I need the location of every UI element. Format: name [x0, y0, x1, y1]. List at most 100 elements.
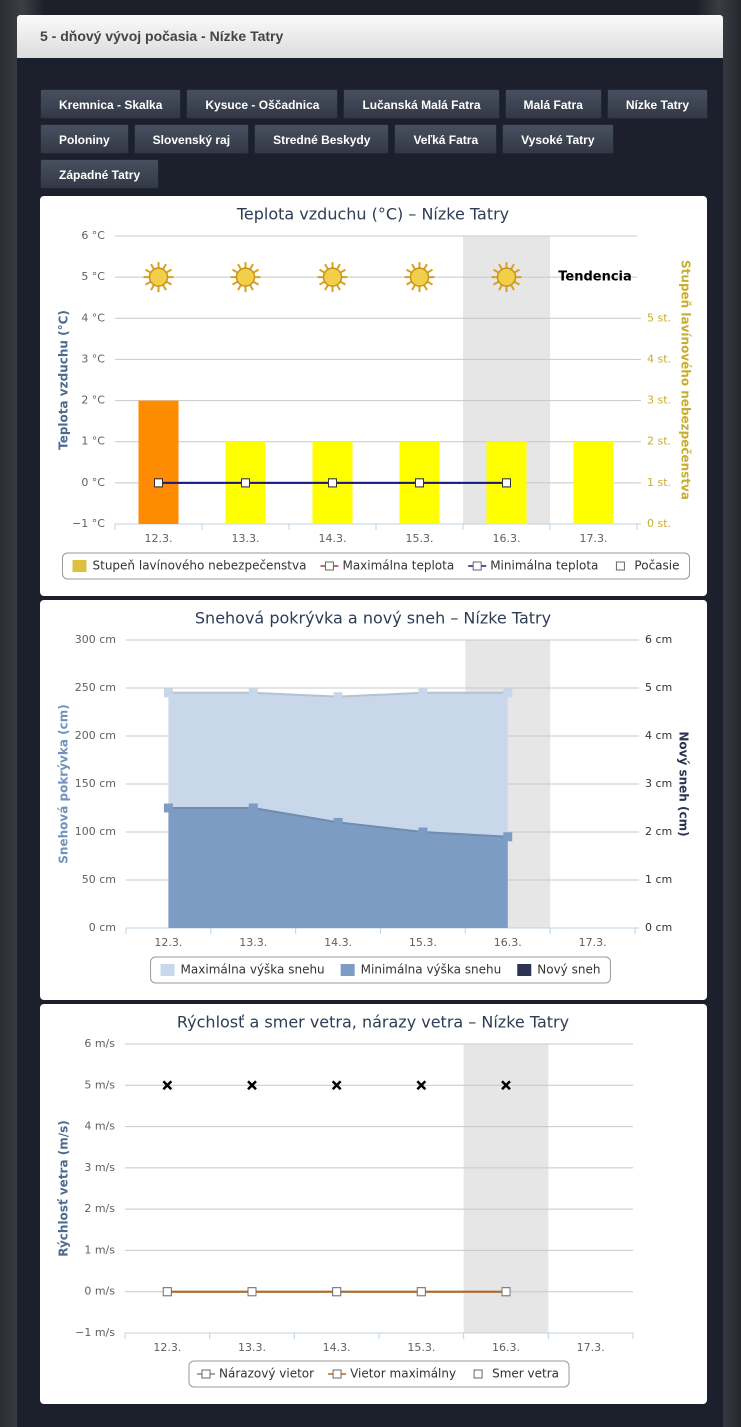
y2-tick-label: 4 cm — [645, 729, 672, 742]
y-tick-label: 1 m/s — [84, 1243, 115, 1256]
legend-symbol — [472, 561, 482, 571]
region-button[interactable]: Malá Fatra — [504, 89, 602, 119]
header-title: 5 - dňový vývoj počasia - Nízke Tatry — [17, 15, 723, 58]
weather-icon — [491, 262, 522, 293]
sun-ray — [324, 284, 329, 291]
x-tick-label: 16.3. — [494, 936, 522, 949]
sun-ray — [145, 268, 152, 274]
x-tick-label: 16.3. — [492, 1341, 520, 1354]
y2-tick-label: 0 st. — [647, 517, 671, 530]
legend-box — [62, 552, 690, 580]
y-tick-label: 0 °C — [81, 476, 105, 489]
region-button[interactable]: Nízke Tatry — [606, 89, 709, 119]
x-tick-label: 17.3. — [577, 1341, 605, 1354]
weather-icon — [317, 262, 348, 293]
sun-ray — [336, 284, 341, 291]
x-tick-label: 17.3. — [579, 936, 607, 949]
region-button[interactable]: Veľká Fatra — [394, 124, 498, 154]
sun-ray — [165, 280, 172, 286]
wind-direction — [247, 1080, 257, 1091]
weather-icon — [404, 262, 435, 293]
chart-panel: Rýchlosť a smer vetra, nárazy vetra – Ní… — [40, 1004, 707, 1404]
sun-ray — [249, 284, 254, 291]
x-tick-label: 14.3. — [319, 532, 347, 545]
legend-label: Smer vetra — [492, 1367, 559, 1381]
marker — [163, 803, 173, 813]
sun-disc — [235, 267, 256, 287]
region-button[interactable]: Západné Tatry — [40, 159, 160, 189]
marker — [503, 688, 513, 698]
region-button[interactable]: Stredné Beskydy — [254, 124, 390, 154]
marker — [154, 478, 163, 488]
y-tick-label: 6 m/s — [84, 1037, 115, 1050]
sun-ray — [411, 263, 416, 270]
bar — [573, 441, 614, 524]
marker — [418, 827, 428, 837]
sun-ray — [252, 268, 259, 274]
legend-symbol — [201, 1369, 211, 1379]
region-button[interactable]: Vysoké Tatry — [502, 124, 614, 154]
y-tick-label: 4 °C — [81, 311, 105, 324]
region-button[interactable]: Lučanská Malá Fatra — [343, 89, 500, 119]
legend: Stupeň lavínového nebezpečenstva Maximáln… — [62, 552, 690, 580]
region-button[interactable]: Kremnica - Skalka — [40, 89, 182, 119]
y-tick-label: 3 °C — [81, 352, 105, 365]
legend-box — [188, 1360, 570, 1388]
legend-symbol — [332, 1369, 342, 1379]
region-button[interactable]: Slovenský raj — [133, 124, 250, 154]
x-tick-label: 15.3. — [409, 936, 437, 949]
x-tick-label: 14.3. — [323, 1341, 351, 1354]
y-tick-label: 200 cm — [75, 729, 116, 742]
legend-label: Maximálna výška snehu — [181, 963, 325, 977]
x-tick-label: 12.3. — [145, 532, 173, 545]
region-button[interactable]: Kysuce - Oščadnica — [186, 89, 339, 119]
legend-symbol — [160, 964, 175, 976]
chart-title: Rýchlosť a smer vetra, nárazy vetra – Ní… — [177, 1013, 569, 1032]
y-tick-label: 3 m/s — [84, 1161, 115, 1174]
legend-label: Vietor maximálny — [350, 1367, 456, 1381]
sun-disc — [496, 267, 517, 287]
x-tick-label: 12.3. — [153, 1341, 181, 1354]
y-tick-label: 0 m/s — [84, 1285, 115, 1298]
sun-ray — [513, 280, 520, 286]
y2-tick-label: 4 st. — [647, 352, 671, 365]
y-tick-label: −1 °C — [72, 517, 105, 530]
legend-label: Minimálna výška snehu — [361, 963, 502, 977]
sun-ray — [237, 284, 242, 291]
sun-ray — [339, 268, 346, 274]
region-button[interactable]: Poloniny — [40, 124, 129, 154]
marker — [418, 688, 428, 698]
y-tick-label: 300 cm — [75, 633, 116, 646]
sun-ray — [232, 280, 239, 286]
marker — [503, 832, 513, 842]
marker — [415, 478, 424, 488]
sun-ray — [165, 268, 172, 274]
sun-ray — [319, 280, 326, 286]
legend-symbol — [473, 1369, 483, 1379]
y-tick-label: 5 °C — [81, 270, 105, 283]
sun-ray — [426, 280, 433, 286]
y-tick-label: −1 m/s — [75, 1326, 115, 1339]
marker — [163, 688, 173, 698]
weather-icon — [230, 262, 261, 293]
x-tick-label: 14.3. — [324, 936, 352, 949]
legend-label: Maximálna teplota — [342, 559, 454, 573]
marker — [162, 1287, 172, 1297]
y2-axis-title: Nový sneh (cm) — [677, 731, 691, 836]
legend-symbol — [324, 561, 334, 571]
area — [168, 808, 508, 928]
sun-ray — [406, 280, 413, 286]
marker — [248, 803, 258, 813]
sun-ray — [411, 284, 416, 291]
bar — [138, 400, 179, 524]
marker — [501, 1287, 511, 1297]
legend: Maximálna výška snehu Minimálna výška sne… — [150, 956, 611, 984]
chart-panel: Teplota vzduchu (°C) – Nízke Tatry −1 °C 0… — [40, 196, 707, 596]
weather-icon — [143, 262, 174, 293]
chart: Teplota vzduchu (°C) – Nízke Tatry −1 °C 0… — [57, 205, 693, 580]
sun-ray — [336, 263, 341, 270]
legend-label: Minimálna teplota — [490, 559, 598, 573]
y-axis-title: Rýchlosť vetra (m/s) — [57, 1120, 71, 1256]
y2-tick-label: 1 st. — [647, 476, 671, 489]
